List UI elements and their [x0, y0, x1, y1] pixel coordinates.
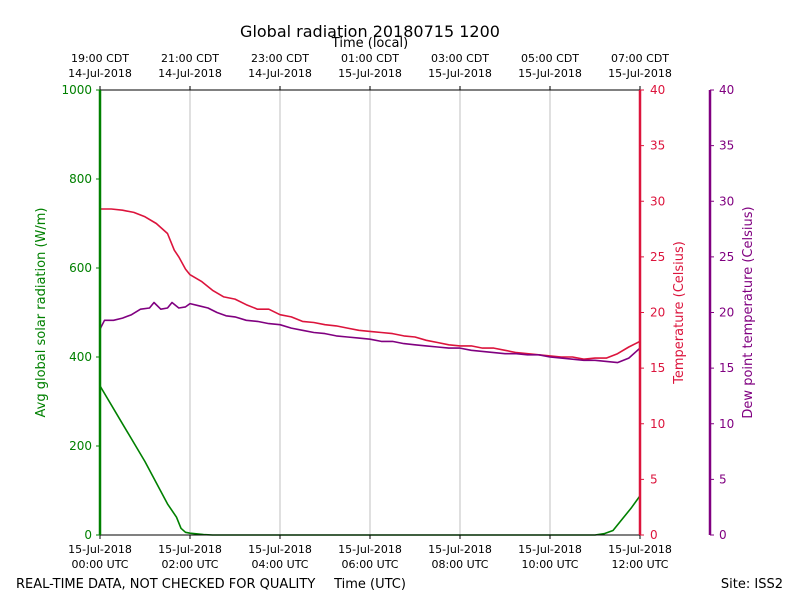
- top-tick-label-date: 14-Jul-2018: [248, 67, 312, 80]
- bottom-tick-label-date: 15-Jul-2018: [428, 543, 492, 556]
- right2-tick-label: 15: [719, 361, 734, 375]
- right2-tick-label: 5: [719, 472, 727, 486]
- site-label: Site: ISS2: [721, 577, 783, 592]
- right2-tick-label: 35: [719, 139, 734, 153]
- right-tick-label: 35: [650, 139, 665, 153]
- top-tick-label-date: 14-Jul-2018: [158, 67, 222, 80]
- bottom-axis-label: Time (UTC): [333, 577, 406, 592]
- axes: [98, 89, 712, 536]
- right2-tick-label: 10: [719, 417, 734, 431]
- bottom-tick-label-date: 15-Jul-2018: [68, 543, 132, 556]
- right-axis-label: Temperature (Celsius): [672, 241, 687, 385]
- top-tick-label-date: 14-Jul-2018: [68, 67, 132, 80]
- top-tick-label-time: 05:00 CDT: [521, 52, 579, 65]
- top-tick-label-date: 15-Jul-2018: [338, 67, 402, 80]
- right-tick-label: 15: [650, 361, 665, 375]
- chart-title: Global radiation 20180715 1200: [240, 22, 500, 41]
- bottom-tick-label-time: 02:00 UTC: [161, 558, 218, 571]
- left-tick-label: 1000: [61, 83, 92, 97]
- bottom-tick-label-date: 15-Jul-2018: [338, 543, 402, 556]
- top-tick-label-time: 01:00 CDT: [341, 52, 399, 65]
- grid: [189, 90, 551, 535]
- bottom-tick-label-time: 04:00 UTC: [251, 558, 308, 571]
- series-line-dewpoint: [99, 301, 641, 364]
- right-tick-label: 40: [650, 83, 665, 97]
- bottom-tick-label-date: 15-Jul-2018: [248, 543, 312, 556]
- top-tick-label-time: 23:00 CDT: [251, 52, 309, 65]
- ticks: 15-Jul-2018 00:00 UTC 15-Jul-2018 02:00 UTC…: [61, 52, 734, 571]
- top-tick-label-date: 15-Jul-2018: [608, 67, 672, 80]
- bottom-tick-label-time: 06:00 UTC: [341, 558, 398, 571]
- bottom-tick-label-date: 15-Jul-2018: [158, 543, 222, 556]
- right2-tick-label: 20: [719, 306, 734, 320]
- left-tick-label: 200: [69, 439, 92, 453]
- top-tick-label-date: 15-Jul-2018: [518, 67, 582, 80]
- right-tick-label: 5: [650, 472, 658, 486]
- left-tick-label: 800: [69, 172, 92, 186]
- top-axis-label: Time (local): [331, 36, 408, 51]
- quality-disclaimer: REAL-TIME DATA, NOT CHECKED FOR QUALITY: [16, 577, 315, 592]
- right2-tick-label: 25: [719, 250, 734, 264]
- bottom-tick-label-time: 08:00 UTC: [431, 558, 488, 571]
- top-tick-label-time: 03:00 CDT: [431, 52, 489, 65]
- left-tick-label: 0: [84, 528, 92, 542]
- top-tick-label-time: 07:00 CDT: [611, 52, 669, 65]
- top-tick-label-date: 15-Jul-2018: [428, 67, 492, 80]
- bottom-tick-label-time: 12:00 UTC: [611, 558, 668, 571]
- right-tick-label: 20: [650, 306, 665, 320]
- right-tick-label: 10: [650, 417, 665, 431]
- left-tick-label: 400: [69, 350, 92, 364]
- right2-axis-label: Dew point temperature (Celsius): [741, 206, 756, 418]
- right-tick-label: 25: [650, 250, 665, 264]
- left-axis-label: Avg global solar radiation (W/m): [34, 208, 49, 418]
- right2-tick-label: 40: [719, 83, 734, 97]
- top-tick-label-time: 21:00 CDT: [161, 52, 219, 65]
- right-tick-label: 30: [650, 194, 665, 208]
- right2-tick-label: 30: [719, 194, 734, 208]
- right-tick-label: 0: [650, 528, 658, 542]
- bottom-tick-label-time: 10:00 UTC: [521, 558, 578, 571]
- right2-tick-label: 0: [719, 528, 727, 542]
- left-tick-label: 600: [69, 261, 92, 275]
- bottom-tick-label-date: 15-Jul-2018: [518, 543, 582, 556]
- top-tick-label-time: 19:00 CDT: [71, 52, 129, 65]
- bottom-tick-label-date: 15-Jul-2018: [608, 543, 672, 556]
- bottom-tick-label-time: 00:00 UTC: [71, 558, 128, 571]
